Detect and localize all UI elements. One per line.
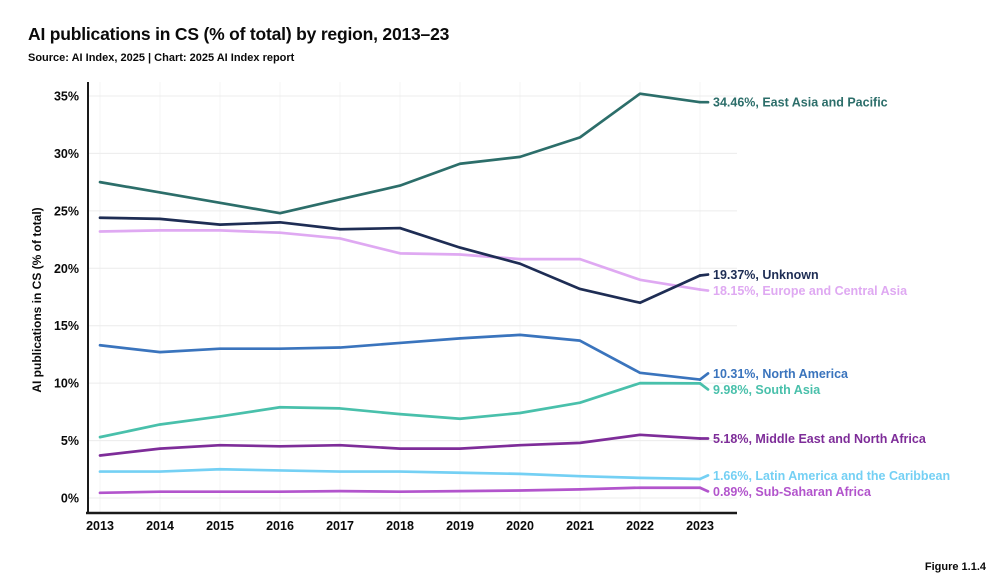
x-axis-tick-label: 2017	[326, 519, 354, 533]
series-line-south-asia	[98, 381, 702, 439]
series-end-dash	[698, 273, 710, 277]
series-end-label: 19.37%, Unknown	[713, 268, 819, 282]
y-axis-tick-label: 35%	[54, 90, 79, 104]
x-axis-tick-label: 2020	[506, 519, 534, 533]
figure-number: Figure 1.1.4	[924, 561, 986, 573]
x-axis-tick-label: 2015	[206, 519, 234, 533]
series-end-label: 0.89%, Sub-Saharan Africa	[713, 485, 872, 499]
x-axis-tick-label: 2022	[626, 519, 654, 533]
y-axis-tick-label: 0%	[61, 492, 79, 506]
series-line-north-america	[98, 333, 702, 381]
series-end-label: 18.15%, Europe and Central Asia	[713, 284, 908, 298]
series-end-label: 1.66%, Latin America and the Caribbean	[713, 469, 950, 483]
series-end-dash	[698, 288, 710, 292]
series-end-label: 10.31%, North America	[713, 367, 849, 381]
series-end-dash	[698, 382, 710, 391]
y-axis-tick-label: 20%	[54, 262, 79, 276]
x-axis-tick-label: 2019	[446, 519, 474, 533]
x-axis-tick-label: 2013	[86, 519, 114, 533]
chart-title: AI publications in CS (% of total) by re…	[28, 24, 450, 44]
x-axis-tick-label: 2018	[386, 519, 414, 533]
y-axis-tick-label: 25%	[54, 204, 79, 218]
y-axis-tick-label: 10%	[54, 377, 79, 391]
series-end-dash	[698, 486, 710, 493]
series-end-dash	[698, 474, 710, 481]
series-line-latin-america-and-the-caribbean	[98, 467, 702, 481]
series-end-label: 34.46%, East Asia and Pacific	[713, 96, 888, 110]
x-axis-tick-label: 2016	[266, 519, 294, 533]
series-line-middle-east-and-north-africa	[98, 433, 702, 457]
x-axis-tick-label: 2021	[566, 519, 594, 533]
chart-source-line: Source: AI Index, 2025 | Chart: 2025 AI …	[28, 52, 295, 64]
series-line-east-asia-and-pacific	[98, 92, 702, 215]
series-line-unknown	[98, 216, 702, 305]
series-line-europe-and-central-asia	[98, 229, 702, 291]
y-axis-tick-label: 30%	[54, 147, 79, 161]
y-axis-tick-label: 15%	[54, 319, 79, 333]
x-axis-tick-label: 2023	[686, 519, 714, 533]
series-end-label: 9.98%, South Asia	[713, 383, 821, 397]
series-end-dash	[698, 372, 710, 381]
series-line-sub-saharan-africa	[98, 486, 702, 495]
series-end-label: 5.18%, Middle East and North Africa	[713, 432, 927, 446]
y-axis-tick-label: 5%	[61, 434, 79, 448]
x-axis-tick-label: 2014	[146, 519, 174, 533]
